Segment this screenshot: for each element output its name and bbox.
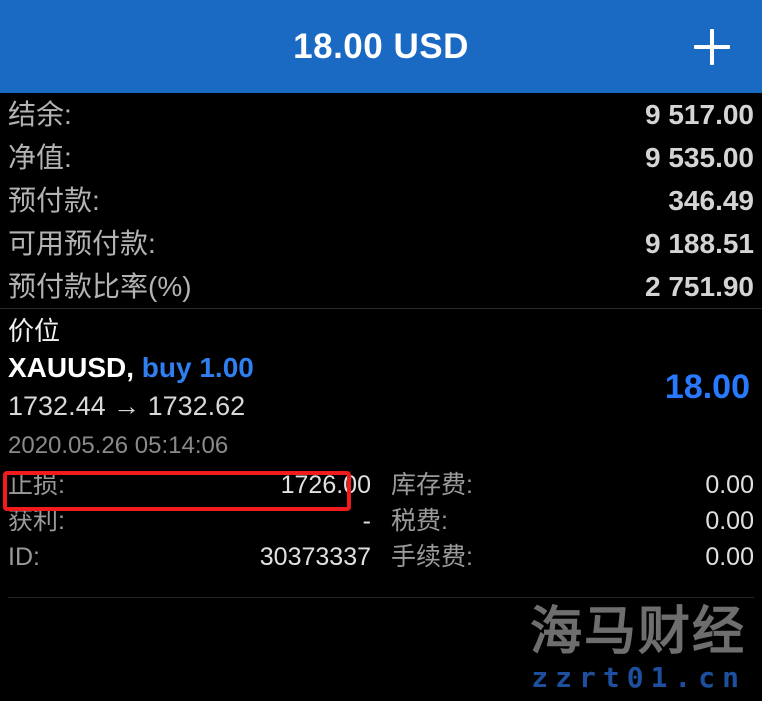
account-row-margin-level: 预付款比率(%) 2 751.90 [8, 265, 754, 308]
detail-label: 库存费: [391, 471, 473, 499]
watermark: 海马财经 zzrt01.cn [530, 603, 746, 695]
detail-value: 0.00 [705, 507, 754, 535]
account-value: 9 535.00 [645, 142, 754, 173]
detail-value: 0.00 [705, 543, 754, 571]
detail-row-stop-loss: 止损: 1726.00 [8, 467, 371, 503]
account-value: 9 517.00 [645, 99, 754, 130]
detail-label: 止损: [8, 471, 65, 499]
detail-row-swap: 库存费: 0.00 [391, 467, 754, 503]
account-value: 9 188.51 [645, 228, 754, 259]
section-title-positions: 价位 [8, 316, 61, 346]
position-symbol: XAUUSD, [8, 352, 135, 383]
account-value: 346.49 [668, 185, 754, 216]
account-row-balance: 结余: 9 517.00 [8, 93, 754, 136]
account-label: 预付款比率(%) [8, 271, 192, 302]
account-summary: 结余: 9 517.00 净值: 9 535.00 预付款: 346.49 可用… [0, 93, 762, 308]
account-row-free-margin: 可用预付款: 9 188.51 [8, 222, 754, 265]
page-title: 18.00 USD [293, 26, 469, 66]
position-details-right: 库存费: 0.00 税费: 0.00 手续费: 0.00 [381, 467, 754, 575]
position-open-time: 2020.05.26 05:14:06 [8, 432, 229, 459]
account-label: 可用预付款: [8, 228, 156, 259]
detail-row-id: ID: 30373337 [8, 539, 371, 575]
detail-label: 获利: [8, 507, 65, 535]
position-main: XAUUSD, buy 1.00 1732.44 → 1732.62 18.00 [8, 349, 754, 425]
detail-value: 30373337 [259, 543, 371, 571]
section-divider [0, 308, 762, 309]
account-row-equity: 净值: 9 535.00 [8, 136, 754, 179]
account-row-margin: 预付款: 346.49 [8, 179, 754, 222]
plus-icon[interactable] [690, 25, 734, 69]
account-value: 2 751.90 [645, 271, 754, 302]
position-side-volume: buy 1.00 [141, 352, 254, 383]
watermark-name: 海马财经 [529, 602, 746, 662]
position-profit: 18.00 [664, 368, 750, 406]
position-symbol-line: XAUUSD, buy 1.00 [8, 349, 254, 387]
position-bottom-divider [8, 597, 754, 598]
position-prices: 1732.44 → 1732.62 [8, 391, 246, 421]
account-label: 净值: [8, 142, 72, 173]
account-label: 预付款: [8, 185, 100, 216]
detail-label: ID: [8, 543, 40, 571]
account-label: 结余: [8, 99, 72, 130]
position-details: 止损: 1726.00 获利: - ID: 30373337 库存费: 0.00… [8, 467, 754, 575]
detail-value: - [362, 507, 371, 535]
detail-row-commission: 手续费: 0.00 [391, 539, 754, 575]
position-left: XAUUSD, buy 1.00 1732.44 → 1732.62 [8, 349, 254, 425]
detail-label: 手续费: [391, 543, 473, 571]
detail-label: 税费: [391, 507, 448, 535]
detail-value: 0.00 [705, 471, 754, 499]
position-row[interactable]: XAUUSD, buy 1.00 1732.44 → 1732.62 18.00… [0, 349, 762, 598]
detail-row-take-profit: 获利: - [8, 503, 371, 539]
detail-row-tax: 税费: 0.00 [391, 503, 754, 539]
position-details-left: 止损: 1726.00 获利: - ID: 30373337 [8, 467, 381, 575]
detail-value: 1726.00 [280, 471, 371, 499]
watermark-url: zzrt01.cn [531, 661, 746, 694]
app-header: 18.00 USD [0, 0, 762, 93]
